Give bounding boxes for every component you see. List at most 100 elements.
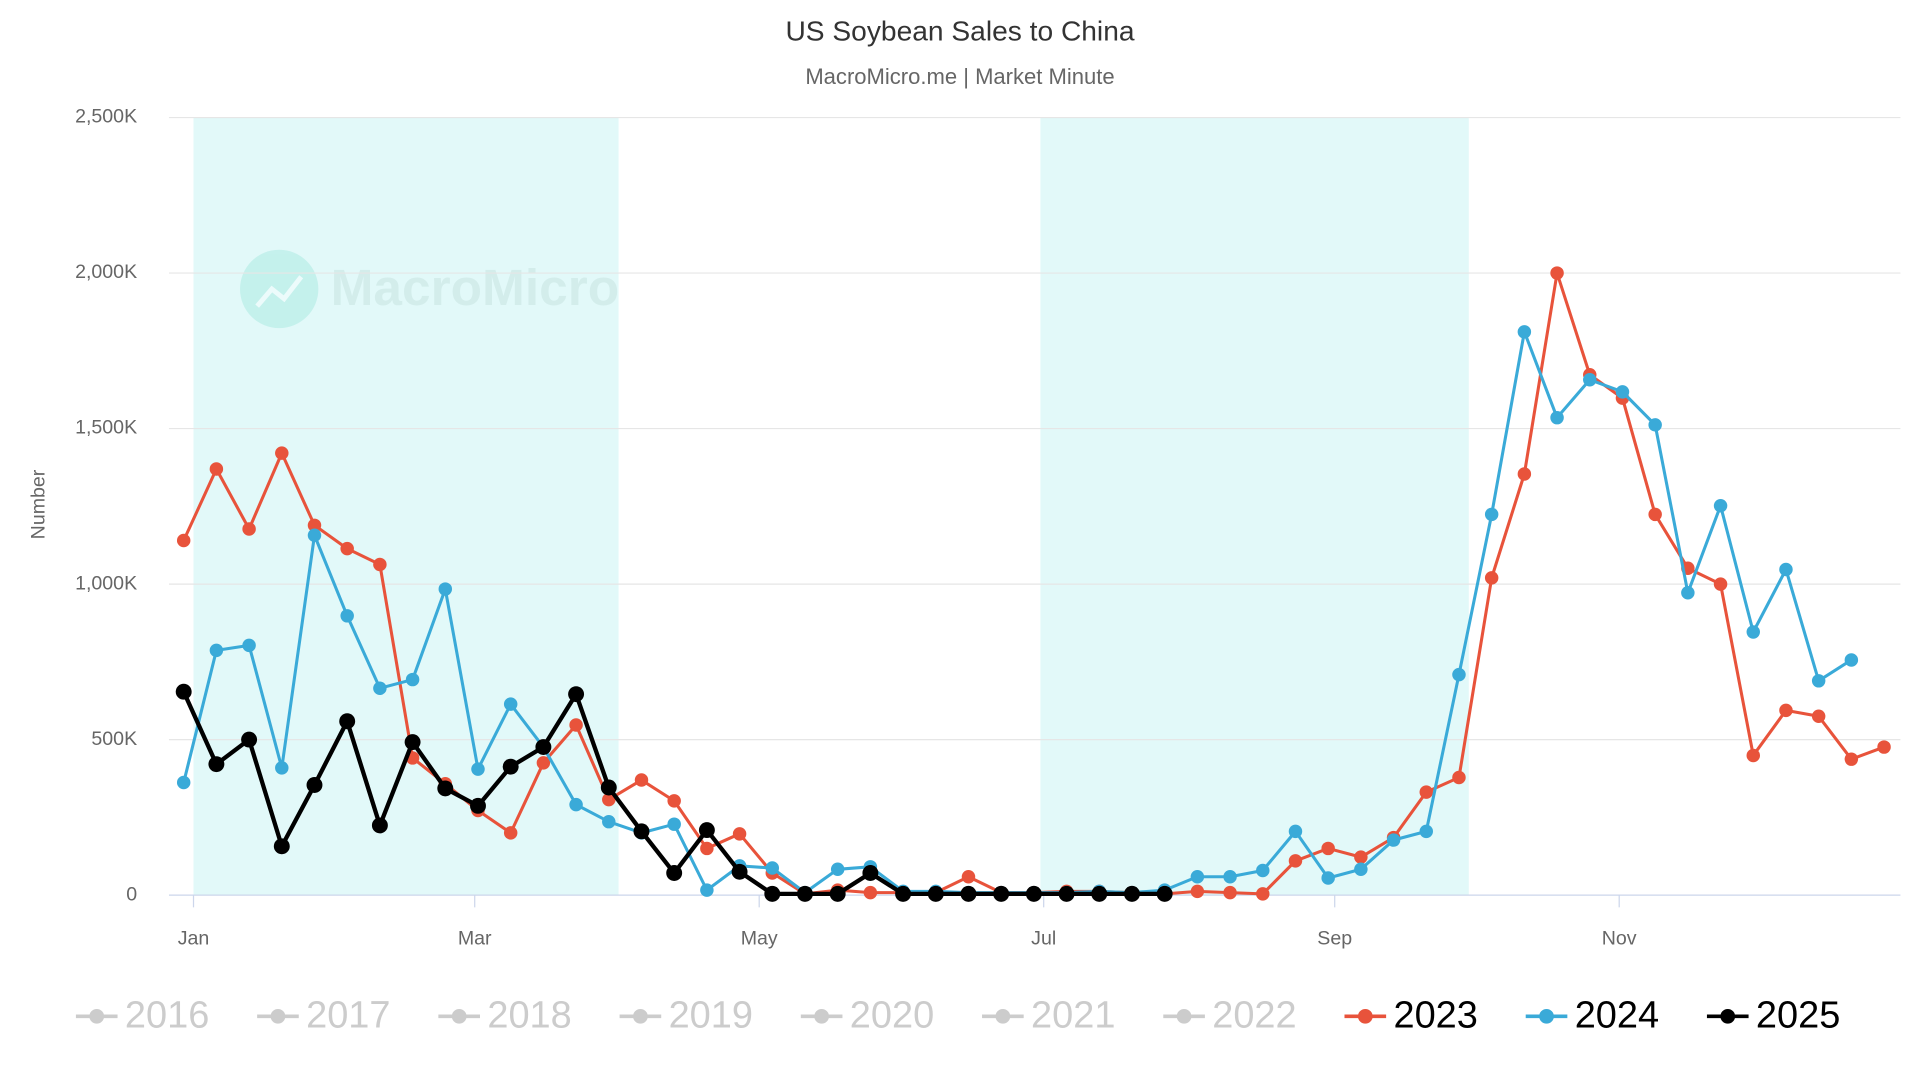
- data-point: [602, 814, 616, 829]
- data-point: [1517, 325, 1532, 339]
- legend-marker: [1539, 1008, 1554, 1024]
- data-point: [209, 643, 224, 658]
- legend-item[interactable]: 2022: [1163, 995, 1297, 1037]
- data-point: [1321, 841, 1335, 856]
- data-point: [602, 792, 616, 807]
- watermark-logo: [240, 249, 319, 329]
- legend-marker: [995, 1008, 1011, 1024]
- data-point: [895, 885, 912, 902]
- data-point: [1517, 467, 1532, 481]
- data-point: [1615, 385, 1630, 399]
- data-point: [1811, 674, 1826, 688]
- data-point: [1484, 507, 1499, 522]
- data-point: [1877, 740, 1891, 754]
- legend-item[interactable]: 2025: [1706, 995, 1840, 1037]
- legend-label: 2016: [125, 995, 209, 1037]
- shaded-band: [1040, 117, 1469, 896]
- data-point: [273, 838, 290, 855]
- x-tick-label: Mar: [458, 927, 492, 949]
- legend-label: 2022: [1212, 995, 1296, 1037]
- data-point: [1124, 885, 1140, 902]
- data-point: [1844, 653, 1859, 667]
- data-point: [1648, 507, 1662, 522]
- y-tick-label: 1,000K: [75, 572, 137, 594]
- data-point: [209, 462, 224, 476]
- data-point: [1419, 785, 1434, 799]
- data-point: [405, 672, 420, 687]
- data-point: [765, 861, 780, 875]
- legend-item[interactable]: 2024: [1525, 995, 1659, 1037]
- bands: [193, 117, 1469, 896]
- data-point: [373, 681, 387, 696]
- data-point: [1484, 571, 1499, 585]
- legend-item[interactable]: 2019: [619, 995, 753, 1037]
- data-point: [1713, 498, 1728, 513]
- data-point: [404, 734, 421, 751]
- y-tick-label: 1,500K: [75, 417, 137, 439]
- legend-label: 2017: [306, 995, 390, 1037]
- data-point: [535, 739, 552, 756]
- data-point: [568, 686, 585, 703]
- watermark: MacroMicro: [240, 249, 619, 329]
- legend-marker: [270, 1008, 286, 1024]
- legend-item[interactable]: 2017: [257, 995, 391, 1037]
- legend-item[interactable]: 2021: [982, 995, 1115, 1037]
- data-point: [1156, 885, 1173, 902]
- data-point: [666, 865, 683, 881]
- data-point: [242, 638, 256, 653]
- data-point: [732, 827, 747, 841]
- data-point: [667, 817, 681, 831]
- x-tick-label: May: [741, 927, 778, 949]
- data-point: [830, 862, 845, 877]
- legend-marker: [633, 1008, 648, 1024]
- data-point: [437, 780, 454, 797]
- data-point: [1025, 885, 1042, 902]
- data-point: [371, 817, 388, 834]
- legend-label: 2024: [1575, 995, 1659, 1037]
- data-point: [764, 885, 781, 902]
- data-point: [470, 797, 486, 814]
- data-point: [241, 731, 258, 748]
- data-point: [306, 777, 323, 793]
- x-tick-label: Nov: [1602, 927, 1637, 949]
- data-point: [698, 822, 715, 839]
- data-point: [1223, 870, 1237, 884]
- data-point: [1550, 266, 1564, 280]
- data-point: [438, 582, 453, 596]
- data-point: [569, 797, 583, 812]
- data-point: [1419, 824, 1434, 839]
- watermark-icon: [255, 275, 304, 308]
- data-point: [1386, 833, 1401, 847]
- legend-item[interactable]: 2018: [438, 995, 572, 1037]
- data-point: [1354, 850, 1368, 864]
- legend-item[interactable]: 2023: [1344, 995, 1478, 1037]
- y-tick-label: 2,000K: [75, 261, 137, 283]
- legend-label: 2021: [1031, 995, 1115, 1037]
- data-point: [797, 885, 813, 902]
- data-point: [307, 518, 322, 533]
- data-point: [275, 446, 289, 460]
- y-tick-label: 0: [126, 883, 137, 905]
- data-point: [1190, 870, 1205, 884]
- data-point: [633, 823, 650, 840]
- data-point: [731, 863, 748, 880]
- legend-item[interactable]: 2016: [75, 995, 209, 1037]
- legend-marker: [89, 1008, 105, 1024]
- data-point: [1811, 709, 1826, 723]
- legend-marker: [451, 1008, 467, 1024]
- data-point: [1058, 885, 1075, 902]
- chart-subtitle: MacroMicro.me | Market Minute: [805, 64, 1114, 89]
- data-point: [700, 883, 714, 897]
- legend-label: 2018: [487, 995, 571, 1037]
- data-point: [1256, 887, 1270, 901]
- legend-label: 2020: [850, 995, 934, 1037]
- data-point: [569, 718, 583, 732]
- data-point: [1091, 885, 1108, 902]
- data-point: [340, 609, 354, 623]
- data-point: [1452, 770, 1466, 785]
- x-tick-label: Jan: [178, 927, 210, 949]
- legend-item[interactable]: 2020: [800, 995, 934, 1037]
- data-point: [1321, 871, 1335, 885]
- y-tick-label: 2,500K: [75, 106, 137, 128]
- data-point: [863, 885, 878, 900]
